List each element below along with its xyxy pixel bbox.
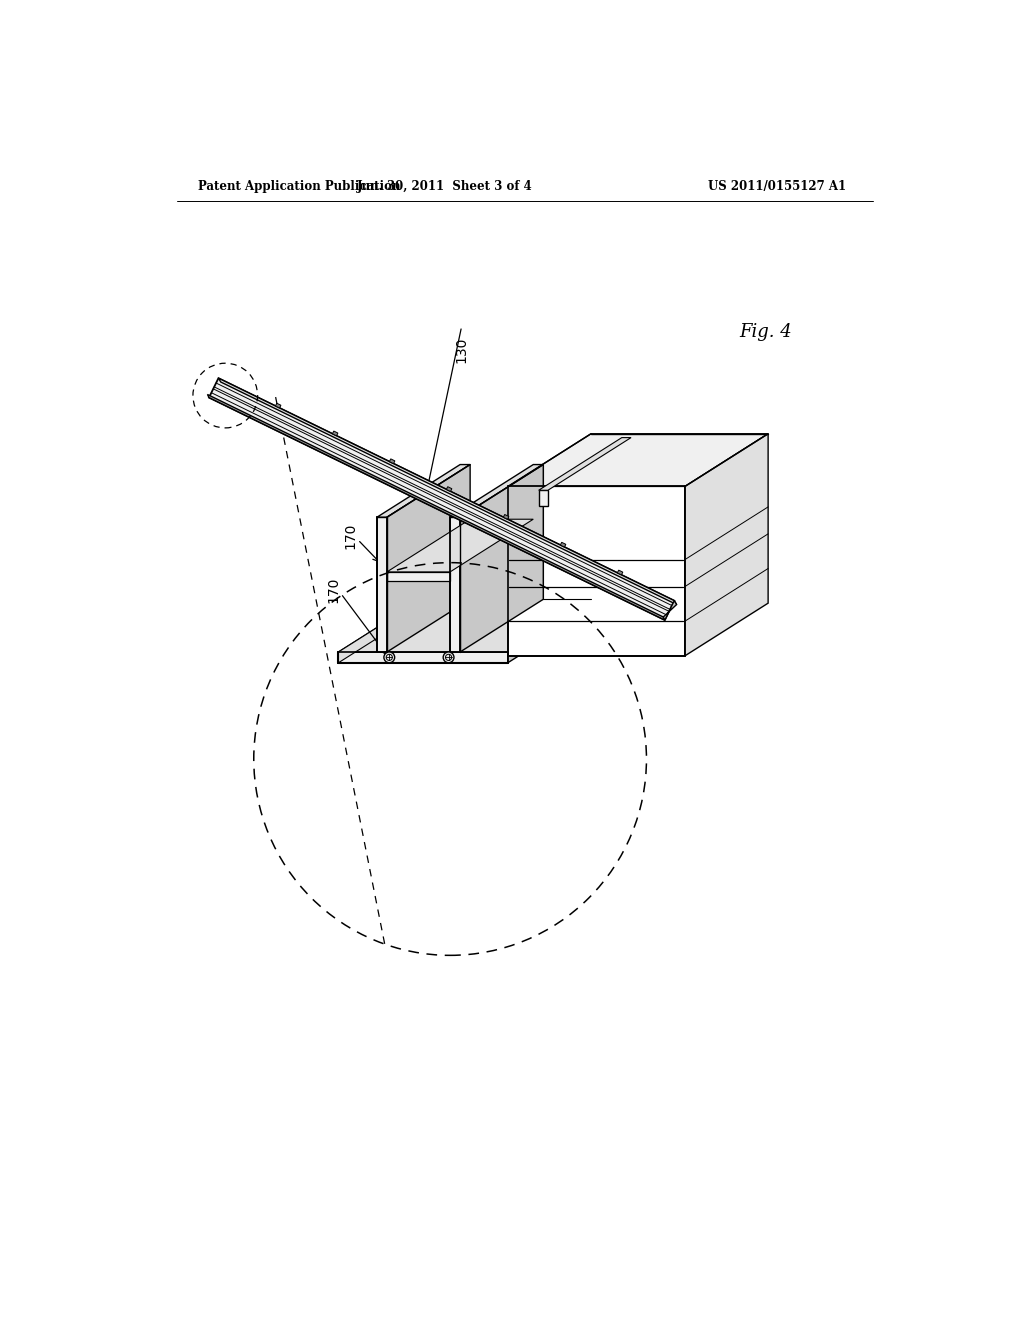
- Polygon shape: [508, 434, 768, 487]
- Polygon shape: [451, 517, 460, 652]
- Polygon shape: [387, 572, 451, 581]
- Text: 170: 170: [326, 577, 340, 603]
- Polygon shape: [208, 395, 665, 620]
- Circle shape: [384, 652, 394, 663]
- Polygon shape: [504, 515, 509, 519]
- Text: Jun. 30, 2011  Sheet 3 of 4: Jun. 30, 2011 Sheet 3 of 4: [356, 181, 532, 194]
- Polygon shape: [539, 490, 548, 506]
- Polygon shape: [387, 465, 470, 652]
- Polygon shape: [377, 465, 470, 517]
- Polygon shape: [508, 599, 591, 663]
- Polygon shape: [617, 570, 623, 576]
- Text: Patent Application Publication: Patent Application Publication: [199, 181, 400, 194]
- Polygon shape: [460, 465, 544, 652]
- Polygon shape: [275, 403, 281, 408]
- Polygon shape: [560, 543, 566, 546]
- Polygon shape: [339, 599, 422, 663]
- Polygon shape: [664, 601, 677, 620]
- Polygon shape: [339, 652, 508, 663]
- Text: 170: 170: [343, 523, 357, 549]
- Polygon shape: [539, 438, 631, 490]
- Text: 130: 130: [455, 337, 469, 363]
- Polygon shape: [685, 434, 768, 656]
- Circle shape: [443, 652, 454, 663]
- Polygon shape: [389, 459, 395, 463]
- Polygon shape: [377, 517, 387, 652]
- Polygon shape: [387, 519, 534, 572]
- Text: US 2011/0155127 A1: US 2011/0155127 A1: [708, 181, 846, 194]
- Polygon shape: [218, 378, 677, 605]
- Polygon shape: [508, 487, 685, 656]
- Polygon shape: [451, 465, 544, 517]
- Polygon shape: [339, 599, 591, 652]
- Polygon shape: [333, 432, 338, 436]
- Polygon shape: [209, 378, 674, 620]
- Polygon shape: [446, 487, 452, 491]
- Text: Fig. 4: Fig. 4: [739, 322, 792, 341]
